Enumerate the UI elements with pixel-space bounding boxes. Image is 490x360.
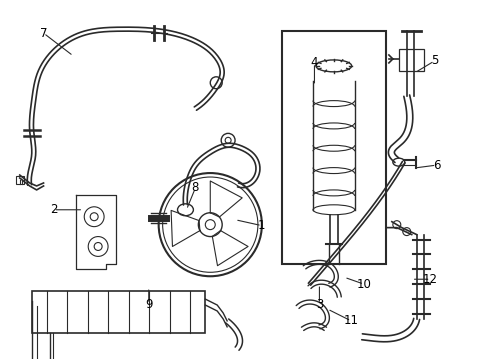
Bar: [399, 49, 424, 71]
Text: 11: 11: [343, 314, 359, 327]
Text: 10: 10: [357, 278, 371, 291]
Text: 8: 8: [192, 181, 199, 194]
Bar: [32, 291, 205, 333]
Text: 3: 3: [316, 297, 323, 311]
Text: 12: 12: [423, 273, 438, 286]
Text: 6: 6: [433, 159, 440, 172]
Text: 4: 4: [311, 57, 318, 69]
Text: 9: 9: [145, 297, 152, 311]
Bar: [16, 176, 24, 184]
Bar: [282, 31, 386, 264]
Text: 5: 5: [431, 54, 438, 67]
Text: 1: 1: [258, 219, 266, 232]
Text: 2: 2: [50, 203, 57, 216]
Text: 7: 7: [40, 27, 48, 40]
